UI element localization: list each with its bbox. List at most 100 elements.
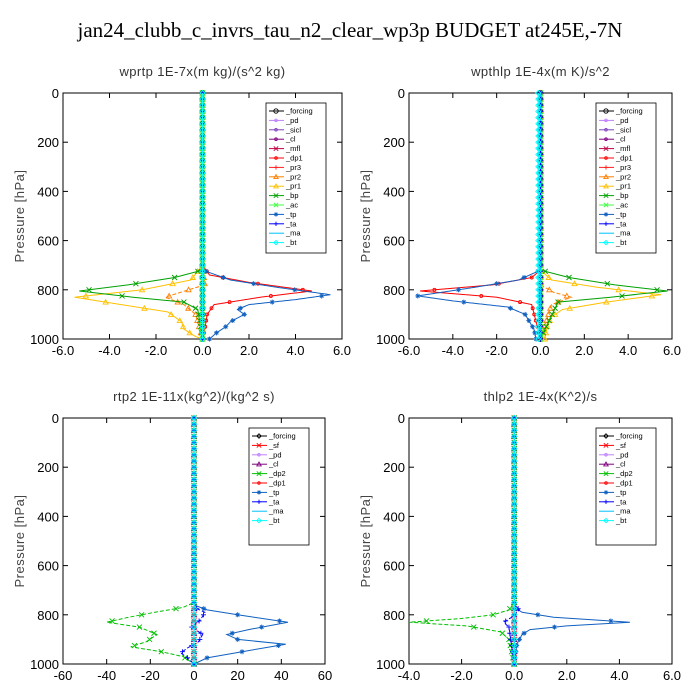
legend-label: _forcing bbox=[268, 432, 296, 441]
legend-label: _forcing bbox=[615, 107, 643, 116]
legend-label: _pd bbox=[615, 116, 629, 125]
x-tick-label: 0 bbox=[190, 668, 197, 683]
legend-marker bbox=[273, 239, 279, 246]
y-tick-label: 800 bbox=[383, 608, 405, 623]
series-markers-dp2 bbox=[109, 415, 197, 667]
x-tick-label: 4.0 bbox=[610, 668, 628, 683]
legend-label: _mfl bbox=[615, 144, 631, 153]
legend-marker bbox=[256, 442, 262, 448]
x-tick-label: -40 bbox=[97, 668, 116, 683]
series-line-dp2 bbox=[408, 418, 515, 665]
legend-label: _ta bbox=[615, 219, 627, 228]
x-tick-label: 0.0 bbox=[193, 343, 211, 358]
legend-marker bbox=[603, 202, 609, 208]
y-tick-label: 400 bbox=[37, 184, 59, 199]
legend-marker bbox=[273, 165, 279, 170]
legend-marker bbox=[256, 433, 262, 439]
panel-title: wpthlp 1E-4x(m K)/s^2 bbox=[470, 64, 610, 79]
y-tick-label: 1000 bbox=[376, 332, 405, 347]
x-tick-label: 6.0 bbox=[663, 343, 681, 358]
x-tick-label: 40 bbox=[274, 668, 288, 683]
legend-box bbox=[595, 427, 657, 546]
legend-label: _ma bbox=[615, 229, 631, 238]
x-tick-label: 60 bbox=[318, 668, 332, 683]
legend-label: _ma bbox=[268, 507, 284, 516]
panel-title: wprtp 1E-7x(m kg)/(s^2 kg) bbox=[118, 64, 285, 79]
legend-label: _sicl bbox=[285, 125, 301, 134]
panel-1: wprtp 1E-7x(m kg)/(s^2 kg) Pressure [hPa]… bbox=[12, 64, 351, 358]
legend-marker bbox=[273, 183, 279, 189]
legend-marker bbox=[274, 137, 278, 141]
legend-marker bbox=[603, 239, 609, 246]
legend-marker bbox=[603, 212, 609, 217]
legend-marker bbox=[603, 221, 609, 226]
y-tick-label: 200 bbox=[383, 460, 405, 475]
y-tick-label: 800 bbox=[37, 608, 59, 623]
y-tick-label: 400 bbox=[383, 509, 405, 524]
panel-2: wpthlp 1E-4x(m K)/s^2 Pressure [hPa] -6.0 -… bbox=[358, 64, 681, 358]
series-line-pr2 bbox=[540, 93, 573, 340]
x-tick-label: -6.0 bbox=[52, 343, 74, 358]
x-tick-label: 0.0 bbox=[531, 343, 549, 358]
legend-label: _sf bbox=[615, 441, 627, 450]
legend-label: _pd bbox=[268, 450, 282, 459]
legend-marker bbox=[603, 146, 609, 152]
legend-marker bbox=[256, 461, 262, 467]
legend-label: _cl bbox=[615, 460, 626, 469]
legend-box bbox=[595, 102, 657, 254]
y-tick-label: 600 bbox=[37, 559, 59, 574]
series-markers-bt bbox=[190, 414, 198, 668]
y-tick-label: 600 bbox=[383, 559, 405, 574]
x-tick-label: 20 bbox=[230, 668, 244, 683]
x-tick-label: -2.0 bbox=[145, 343, 167, 358]
x-tick-label: 2.0 bbox=[240, 343, 258, 358]
y-tick-label: 400 bbox=[37, 509, 59, 524]
legend-marker bbox=[273, 202, 279, 208]
legend-label: _sf bbox=[268, 441, 280, 450]
legend-label: _dp1 bbox=[268, 479, 286, 488]
legend-marker bbox=[603, 193, 609, 199]
x-tick-label: -4.0 bbox=[398, 668, 420, 683]
legend-marker bbox=[273, 212, 279, 217]
legend-label: _cl bbox=[285, 135, 296, 144]
legend-marker bbox=[603, 108, 609, 114]
legend-marker bbox=[274, 118, 278, 123]
x-tick-label: 2.0 bbox=[575, 343, 593, 358]
x-tick-label: 0.0 bbox=[505, 668, 523, 683]
legend-marker bbox=[603, 433, 609, 439]
legend-label: _ac bbox=[615, 201, 628, 210]
panel-4: thlp2 1E-4x(K^2)/s Pressure [hPa] -4.0 -2.0… bbox=[358, 389, 681, 683]
legend-marker bbox=[603, 517, 609, 524]
legend-marker bbox=[273, 193, 279, 199]
legend-label: _mfl bbox=[285, 144, 301, 153]
legend-label: _bt bbox=[615, 516, 627, 525]
legend-label: _ma bbox=[615, 507, 631, 516]
legend-marker bbox=[603, 183, 609, 189]
legend-marker bbox=[256, 517, 262, 524]
y-tick-label: 800 bbox=[37, 283, 59, 298]
legend-marker bbox=[604, 137, 608, 141]
legend-marker bbox=[273, 221, 279, 226]
y-tick-label: 800 bbox=[383, 283, 405, 298]
legend-marker bbox=[257, 453, 261, 457]
legend-label: _bp bbox=[615, 191, 629, 200]
y-tick-label: 1000 bbox=[30, 657, 59, 672]
legend-label: _tp bbox=[285, 210, 296, 219]
legend-marker bbox=[603, 173, 609, 180]
legend-label: _pr1 bbox=[615, 182, 631, 191]
legend-marker bbox=[604, 481, 608, 485]
legend-label: _dp2 bbox=[268, 469, 286, 478]
legend-marker bbox=[273, 146, 279, 152]
x-tick-label: -4.0 bbox=[442, 343, 464, 358]
legend-label: _cl bbox=[268, 460, 279, 469]
legend-marker bbox=[604, 118, 608, 123]
legend-marker bbox=[603, 490, 609, 495]
legend-label: _dp1 bbox=[615, 154, 633, 163]
legend-label: _forcing bbox=[285, 107, 313, 116]
legend-label: _bt bbox=[268, 516, 280, 525]
x-tick-label: 6.0 bbox=[333, 343, 351, 358]
legend-label: _ac bbox=[285, 201, 298, 210]
y-tick-label: 400 bbox=[383, 184, 405, 199]
series-markers-dp2 bbox=[423, 415, 518, 667]
legend-marker bbox=[274, 128, 278, 132]
